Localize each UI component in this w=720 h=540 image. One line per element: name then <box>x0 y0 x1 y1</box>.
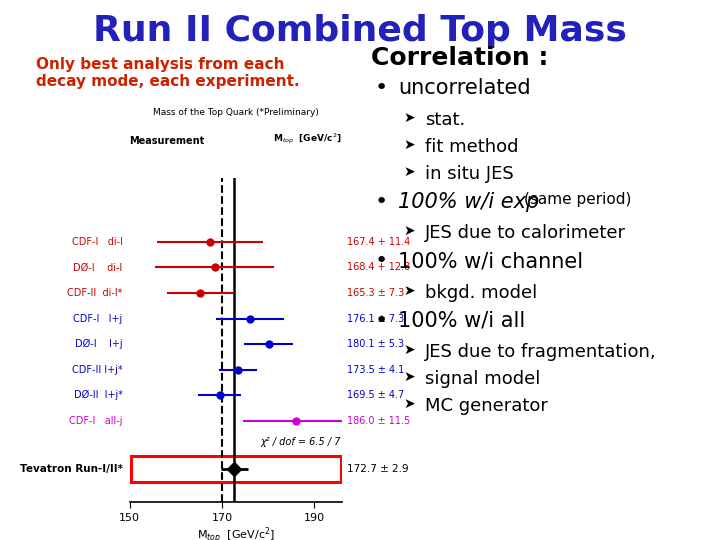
Text: ➤: ➤ <box>403 224 415 238</box>
Text: JES due to calorimeter: JES due to calorimeter <box>425 224 626 242</box>
Text: 172.7 ± 2.9: 172.7 ± 2.9 <box>346 464 408 474</box>
Text: fit method: fit method <box>425 138 518 156</box>
Text: ➤: ➤ <box>403 284 415 298</box>
Text: •: • <box>374 192 387 212</box>
Text: M$_{top}$  [GeV/c$^2$]: M$_{top}$ [GeV/c$^2$] <box>273 131 342 146</box>
Text: MC generator: MC generator <box>425 397 548 415</box>
Text: 167.4 + 11.4: 167.4 + 11.4 <box>346 237 410 247</box>
Text: 173.5 ± 4.1: 173.5 ± 4.1 <box>346 364 404 375</box>
Text: 176.1 ± 7.3: 176.1 ± 7.3 <box>346 314 404 323</box>
Text: bkgd. model: bkgd. model <box>425 284 537 301</box>
Text: signal model: signal model <box>425 370 540 388</box>
Text: 180.1 ± 5.3: 180.1 ± 5.3 <box>346 339 404 349</box>
Text: ➤: ➤ <box>403 111 415 125</box>
Text: CDF-II  di-l*: CDF-II di-l* <box>67 288 122 298</box>
Text: 100% w/i exp: 100% w/i exp <box>398 192 539 212</box>
Text: Run II Combined Top Mass: Run II Combined Top Mass <box>93 14 627 48</box>
Text: DØ-I    l+j: DØ-I l+j <box>75 339 122 349</box>
Text: in situ JES: in situ JES <box>425 165 513 183</box>
Text: 100% w/i channel: 100% w/i channel <box>398 251 583 271</box>
Text: 165.3 ± 7.3: 165.3 ± 7.3 <box>346 288 404 298</box>
Text: ➤: ➤ <box>403 165 415 179</box>
Text: 186.0 ± 11.5: 186.0 ± 11.5 <box>346 416 410 426</box>
Text: Tevatron Run-I/II*: Tevatron Run-I/II* <box>19 464 122 474</box>
Text: Measurement: Measurement <box>130 136 205 146</box>
Text: CDF-II l+j*: CDF-II l+j* <box>72 364 122 375</box>
X-axis label: M$_{top}$  [GeV/c$^2$]: M$_{top}$ [GeV/c$^2$] <box>197 525 275 540</box>
Text: •: • <box>374 310 387 330</box>
Text: ➤: ➤ <box>403 370 415 384</box>
Text: χ² / dof = 6.5 / 7: χ² / dof = 6.5 / 7 <box>260 437 341 447</box>
Text: •: • <box>374 78 387 98</box>
Text: stat.: stat. <box>425 111 465 129</box>
Text: Mass of the Top Quark (*Preliminary): Mass of the Top Quark (*Preliminary) <box>153 107 319 117</box>
Text: DØ-II  l+j*: DØ-II l+j* <box>73 390 122 400</box>
Text: •: • <box>374 251 387 271</box>
Text: JES due to fragmentation,: JES due to fragmentation, <box>425 343 657 361</box>
Text: CDF-I   di-l: CDF-I di-l <box>72 237 122 247</box>
Text: (same period): (same period) <box>524 192 631 207</box>
Text: Correlation :: Correlation : <box>371 46 548 70</box>
Text: ➤: ➤ <box>403 343 415 357</box>
FancyBboxPatch shape <box>130 456 341 482</box>
Text: ➤: ➤ <box>403 138 415 152</box>
Text: 169.5 ± 4.7: 169.5 ± 4.7 <box>346 390 404 400</box>
Text: CDF-I   all-j: CDF-I all-j <box>69 416 122 426</box>
Text: DØ-I    di-l: DØ-I di-l <box>73 262 122 273</box>
Text: 168.4 + 12.8: 168.4 + 12.8 <box>346 262 410 273</box>
Text: CDF-I   l+j: CDF-I l+j <box>73 314 122 323</box>
Text: uncorrelated: uncorrelated <box>398 78 531 98</box>
Text: Only best analysis from each
decay mode, each experiment.: Only best analysis from each decay mode,… <box>36 57 300 89</box>
Text: ➤: ➤ <box>403 397 415 411</box>
Text: 100% w/i all: 100% w/i all <box>398 310 526 330</box>
